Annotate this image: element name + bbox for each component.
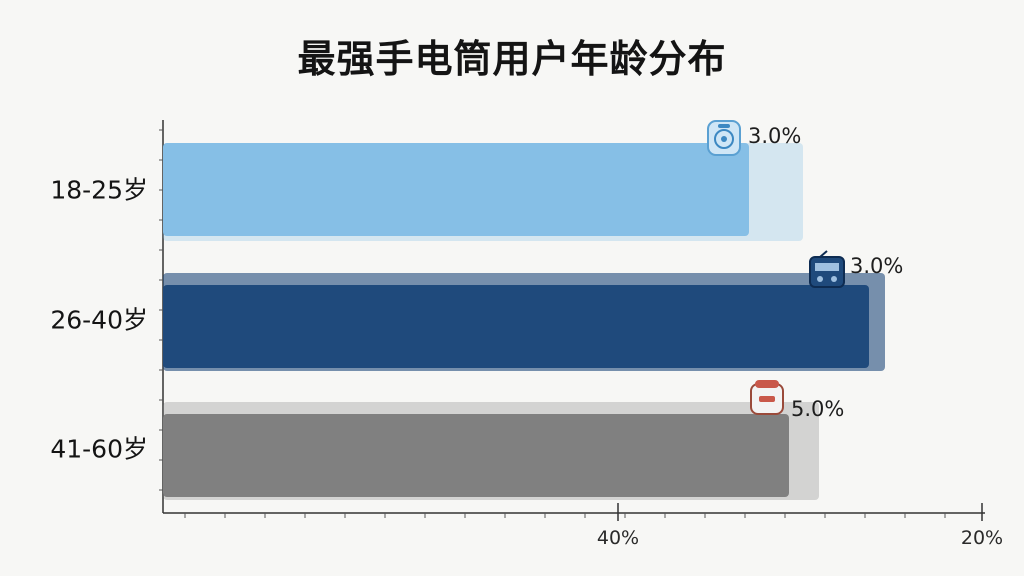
category-label: 26-40岁: [50, 306, 148, 335]
bar-2: [163, 285, 869, 368]
category-label: 18-25岁: [50, 176, 148, 205]
bar-3: [163, 414, 789, 497]
value-label: 3.0%: [850, 254, 903, 278]
rice-cooker-icon: [750, 380, 784, 415]
chart-title: 最强手电筒用户年龄分布: [297, 37, 727, 81]
value-label: 5.0%: [791, 397, 844, 421]
x-tick-label: 40%: [597, 527, 639, 549]
category-label: 41-60岁: [50, 435, 148, 464]
x-tick-label: 20%: [961, 527, 1003, 549]
smartphone-speaker-icon: [707, 120, 741, 156]
radio-device-icon: [809, 250, 845, 288]
bar-1: [163, 143, 749, 236]
value-label: 3.0%: [748, 124, 801, 148]
